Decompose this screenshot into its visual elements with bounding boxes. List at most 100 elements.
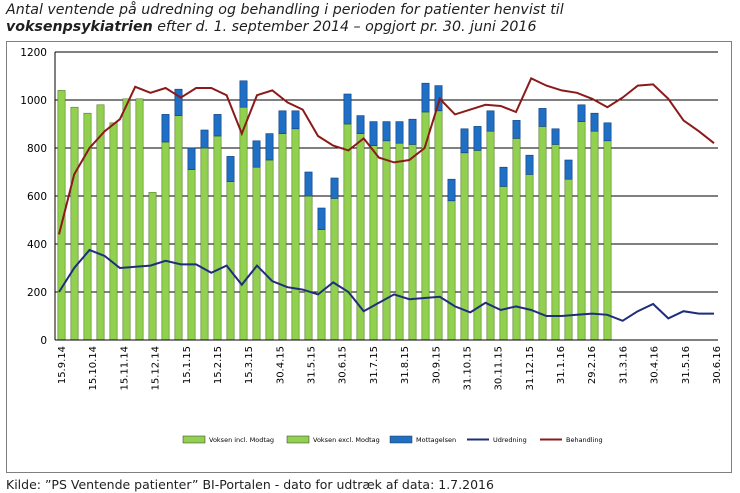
bar-mottagelsen [512, 120, 521, 139]
x-tick-label: 15.11.14 [119, 346, 130, 391]
bar-mottagelsen [239, 80, 248, 108]
legend-label: Voksen incl. Modtag [209, 436, 274, 444]
bar-mottagelsen [525, 154, 534, 175]
x-tick-label: 15.2.15 [213, 346, 224, 384]
legend-swatch [286, 435, 310, 444]
x-tick-label: 15.1.15 [182, 346, 193, 384]
bar-voksen-incl [109, 122, 118, 341]
x-tick-label: 15.3.15 [244, 346, 255, 384]
bar-mottagelsen [330, 177, 339, 199]
y-tick-label: 1000 [20, 95, 47, 107]
bar-mottagelsen [460, 128, 469, 154]
bar-mottagelsen [278, 110, 287, 134]
legend-label: Behandling [566, 436, 603, 444]
legend-swatch [182, 435, 206, 444]
bar-voksen-excl [395, 142, 404, 341]
bar-mottagelsen [486, 110, 495, 132]
bar-mottagelsen [200, 129, 209, 149]
bar-mottagelsen [291, 110, 300, 130]
x-tick-label: 30.11.15 [494, 346, 505, 391]
line-behandling [58, 77, 715, 235]
bar-voksen-incl [70, 106, 79, 341]
bar-voksen-excl [577, 121, 586, 341]
bar-mottagelsen [174, 88, 183, 116]
x-tick-label: 30.6.16 [712, 346, 723, 384]
bar-voksen-excl [525, 174, 534, 341]
source-note: Kilde: ”PS Ventende patienter” BI-Portal… [6, 477, 494, 492]
bar-mottagelsen [252, 140, 261, 168]
bar-voksen-excl [265, 159, 274, 341]
bar-voksen-excl [317, 229, 326, 341]
x-tick-label: 30.6.15 [338, 346, 349, 384]
y-tick-label: 0 [40, 335, 47, 347]
x-tick-label: 30.4.16 [650, 346, 661, 384]
bar-voksen-excl [538, 126, 547, 341]
line-udredning [58, 248, 714, 322]
bar-voksen-excl [447, 200, 456, 341]
bar-voksen-excl [330, 198, 339, 341]
x-tick-label: 31.10.15 [463, 346, 474, 391]
bar-mottagelsen [551, 128, 560, 145]
x-tick-label: 15.12.14 [151, 346, 162, 391]
bar-voksen-excl [226, 181, 235, 341]
bar-mottagelsen [161, 114, 170, 143]
x-tick-label: 31.5.16 [681, 346, 692, 384]
bar-voksen-excl [499, 186, 508, 341]
bar-voksen-excl [291, 128, 300, 341]
bar-mottagelsen [187, 147, 196, 170]
bar-mottagelsen [369, 121, 378, 146]
x-tick-label: 31.1.16 [556, 346, 567, 384]
bar-voksen-excl [161, 141, 170, 341]
bar-mottagelsen [395, 121, 404, 144]
bar-voksen-excl [239, 106, 248, 341]
y-tick-label: 1200 [20, 47, 47, 59]
legend-label: Mottagelsen [416, 436, 456, 444]
bar-voksen-excl [174, 115, 183, 341]
bar-mottagelsen [434, 85, 443, 112]
bar-mottagelsen [356, 115, 365, 134]
bar-mottagelsen [538, 108, 547, 127]
bar-voksen-excl [187, 169, 196, 341]
x-tick-label: 31.8.15 [400, 346, 411, 384]
x-tick-label: 29.2.16 [587, 346, 598, 384]
bar-voksen-excl [590, 130, 599, 341]
bar-voksen-excl [369, 145, 378, 341]
bar-mottagelsen [265, 133, 274, 161]
bar-voksen-excl [213, 135, 222, 341]
x-tick-label: 30.9.15 [431, 346, 442, 384]
bar-mottagelsen [213, 114, 222, 137]
bar-voksen-excl [278, 133, 287, 341]
bar-voksen-excl [252, 166, 261, 341]
bar-mottagelsen [564, 159, 573, 180]
legend-swatch [389, 435, 413, 444]
bar-voksen-excl [434, 110, 443, 341]
bar-mottagelsen [408, 118, 417, 145]
y-tick-label: 600 [27, 191, 47, 203]
bar-mottagelsen [226, 156, 235, 182]
bar-mottagelsen [473, 126, 482, 151]
x-tick-label: 15.10.14 [88, 346, 99, 391]
chart-frame [6, 41, 732, 473]
bar-voksen-excl [304, 195, 313, 341]
bar-mottagelsen [603, 122, 612, 142]
y-tick-label: 400 [27, 239, 47, 251]
x-tick-label: 31.12.15 [525, 346, 536, 391]
chart-title: Antal ventende på udredning og behandlin… [6, 2, 734, 36]
bar-voksen-incl [122, 98, 131, 341]
title-line-2: voksenpsykiatrien efter d. 1. september … [6, 19, 734, 36]
y-tick-label: 200 [27, 287, 47, 299]
bar-voksen-excl [551, 144, 560, 341]
bar-voksen-excl [486, 130, 495, 341]
bar-voksen-excl [603, 140, 612, 341]
legend-label: Udredning [493, 436, 527, 444]
bar-voksen-excl [343, 123, 352, 341]
bar-mottagelsen [499, 166, 508, 187]
bar-mottagelsen [447, 178, 456, 202]
bar-voksen-excl [382, 140, 391, 341]
x-tick-label: 31.5.15 [307, 346, 318, 384]
bar-voksen-excl [512, 138, 521, 341]
bar-mottagelsen [421, 82, 430, 113]
bar-mottagelsen [590, 112, 599, 132]
legend-label: Voksen excl. Modtag [313, 436, 380, 444]
x-tick-label: 31.7.15 [369, 346, 380, 384]
